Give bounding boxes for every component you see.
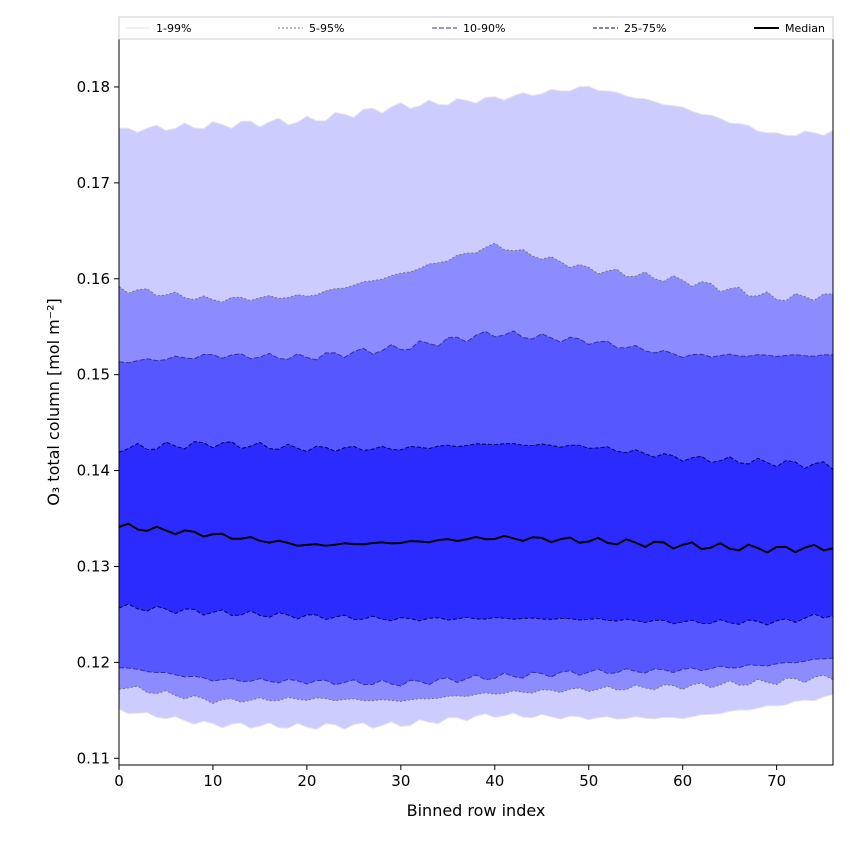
x-tick-label: 30	[391, 772, 410, 790]
legend-label-10-90%: 10-90%	[463, 22, 505, 35]
y-axis-ticks: 0.11 0.12 0.13 0.14 0.15 0.16 0.17 0.18	[77, 78, 119, 767]
band-5-95%-lower-edge	[118, 674, 834, 704]
band-1-99%-upper-edge	[118, 85, 834, 137]
y-tick-label: 0.12	[77, 653, 110, 671]
y-tick-label: 0.15	[77, 366, 110, 384]
x-tick-label: 50	[579, 772, 598, 790]
legend-label-Median: Median	[785, 22, 825, 35]
legend-label-1-99%: 1-99%	[156, 22, 191, 35]
band-1-99%-lower-edge	[118, 694, 834, 730]
median-line	[118, 522, 834, 554]
median-series	[118, 522, 834, 554]
x-tick-label: 70	[767, 772, 786, 790]
band-5-95%-upper-edge	[118, 242, 834, 303]
y-axis-label: O₃ total column [mol m⁻²]	[44, 298, 63, 506]
x-axis-ticks: 0 10 20 30 40 50 60 70	[114, 765, 786, 790]
x-tick-label: 0	[114, 772, 124, 790]
legend: 1-99% 5-95% 10-90% 25-75% Median	[118, 16, 834, 40]
y-tick-label: 0.14	[77, 462, 110, 480]
percentile-bands	[118, 85, 834, 730]
y-tick-label: 0.13	[77, 557, 110, 575]
y-tick-label: 0.18	[77, 78, 110, 96]
x-axis-label: Binned row index	[407, 801, 546, 820]
band-25-75%-upper-edge	[118, 441, 834, 470]
legend-label-25-75%: 25-75%	[624, 22, 666, 35]
legend-entries: 1-99% 5-95% 10-90% 25-75% Median	[125, 22, 825, 35]
x-tick-label: 60	[673, 772, 692, 790]
band-25-75%-lower-edge	[118, 603, 834, 626]
legend-label-5-95%: 5-95%	[309, 22, 344, 35]
band-10-90%-upper-edge	[118, 330, 834, 364]
x-tick-label: 40	[485, 772, 504, 790]
y-tick-label: 0.16	[77, 270, 110, 288]
band-10-90%-lower-edge	[118, 657, 834, 687]
y-tick-label: 0.11	[77, 749, 110, 767]
y-tick-label: 0.17	[77, 174, 110, 192]
legend-box	[118, 16, 834, 40]
band-25-75%-fill	[119, 441, 833, 625]
x-tick-label: 10	[203, 772, 222, 790]
x-tick-label: 20	[297, 772, 316, 790]
